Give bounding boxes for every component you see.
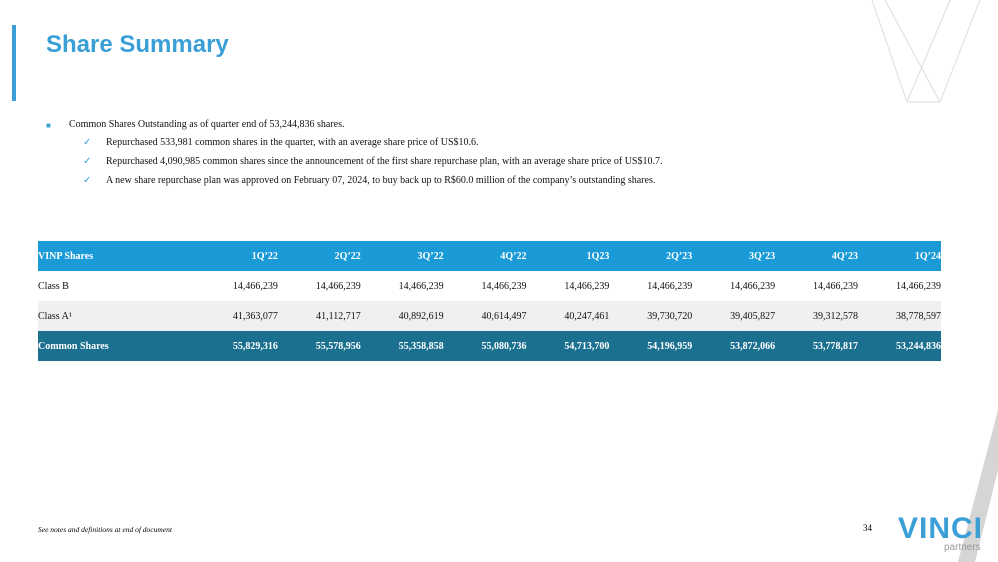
share-table: VINP Shares 1Q’22 2Q’22 3Q’22 4Q’22 1Q23 2Q’23… xyxy=(38,241,941,361)
cell: 14,466,239 xyxy=(896,280,941,292)
cell: 39,405,827 xyxy=(692,301,776,331)
cell: Common Shares xyxy=(38,331,195,361)
cell: 40,892,619 xyxy=(360,301,444,331)
cell: 41,112,717 xyxy=(277,301,361,331)
cell: 41,363,077 xyxy=(195,301,278,331)
page-number: 34 xyxy=(863,523,872,533)
bullet: Common Shares Outstanding as of quarter … xyxy=(69,119,345,130)
check-marker: ✓ xyxy=(83,175,92,186)
table-row: Class B 14,466,239 14,466,239 14,466,239 14,… xyxy=(38,271,941,301)
cell: 14,466,239 xyxy=(315,280,361,292)
header-cell: 2Q’22 xyxy=(277,241,361,271)
check-marker: ✓ xyxy=(83,137,92,148)
cell: 39,312,578 xyxy=(775,301,858,331)
cell: 55,578,956 xyxy=(277,331,361,361)
cell: 40,247,461 xyxy=(526,301,610,331)
cell: 38,778,597 xyxy=(858,301,941,331)
sub-bullet: Repurchased 4,090,985 common shares sinc… xyxy=(106,156,663,167)
table-row: Class A¹ 41,363,077 41,112,717 40,892,619 40… xyxy=(38,301,941,331)
cell: 14,466,239 xyxy=(647,280,693,292)
check-marker: ✓ xyxy=(83,156,92,167)
header-cell: 4Q’23 xyxy=(775,241,858,271)
header-cell: 1Q’22 xyxy=(195,241,278,271)
cell: 14,466,239 xyxy=(564,280,610,292)
header-cell: VINP Shares xyxy=(38,241,195,271)
title: Share Summary xyxy=(46,31,229,58)
cell: 55,358,858 xyxy=(360,331,444,361)
cell: 53,244,836 xyxy=(858,331,941,361)
cell: 14,466,239 xyxy=(481,280,527,292)
header-cell: 1Q23 xyxy=(526,241,610,271)
table-row: Common Shares 55,829,316 55,578,956 55,358,… xyxy=(38,331,941,361)
cell: 14,466,239 xyxy=(813,280,858,292)
cell: 55,829,316 xyxy=(195,331,278,361)
cell: 54,196,959 xyxy=(609,331,693,361)
cell: 39,730,720 xyxy=(609,301,693,331)
cell: 55,080,736 xyxy=(443,331,527,361)
bullet-marker: ■ xyxy=(46,121,51,130)
cell: 14,466,239 xyxy=(398,280,444,292)
cell: Class B xyxy=(38,280,69,292)
sub-bullet: Repurchased 533,981 common shares in the… xyxy=(106,137,479,148)
accent-bar xyxy=(12,25,16,101)
logo-subtitle: partners xyxy=(944,542,981,553)
sub-bullet: A new share repurchase plan was approved… xyxy=(106,175,656,186)
header-cell: 2Q’23 xyxy=(609,241,693,271)
header-cell: 4Q’22 xyxy=(443,241,527,271)
cell: 40,614,497 xyxy=(443,301,527,331)
cell: 14,466,239 xyxy=(730,280,776,292)
cell: Class A¹ xyxy=(38,301,195,331)
footnote: See notes and definitions at end of docu… xyxy=(38,525,172,534)
header-cell: 3Q’23 xyxy=(692,241,776,271)
cell: 54,713,700 xyxy=(526,331,610,361)
cell: 53,778,817 xyxy=(775,331,858,361)
header-cell: 1Q’24 xyxy=(858,241,941,271)
cell: 53,872,066 xyxy=(692,331,776,361)
header-row: VINP Shares 1Q’22 2Q’22 3Q’22 4Q’22 1Q23 2Q’23… xyxy=(38,241,941,271)
cell: 14,466,239 xyxy=(232,280,278,292)
logo: VINCI xyxy=(898,512,984,545)
header-cell: 3Q’22 xyxy=(360,241,444,271)
